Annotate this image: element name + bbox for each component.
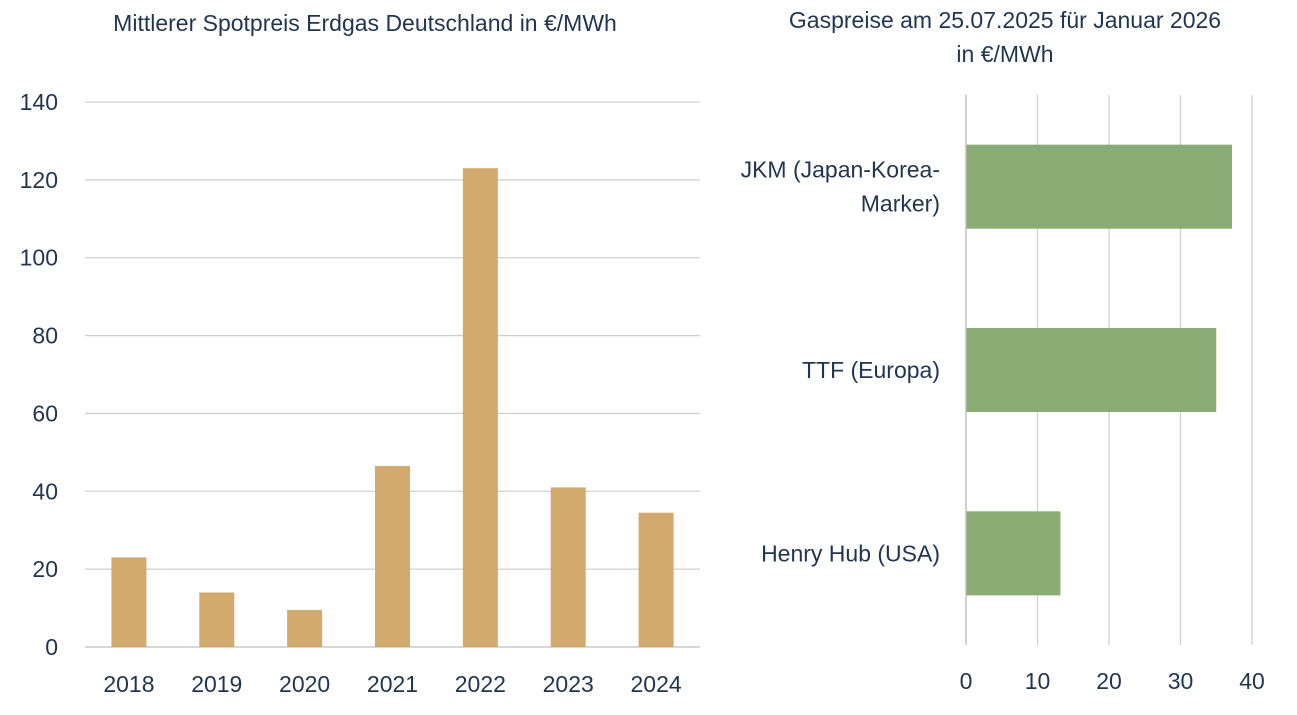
- left-chart-panel: Mittlerer Spotpreis Erdgas Deutschland i…: [20, 10, 700, 697]
- y-category-label: TTF (Europa): [802, 357, 940, 383]
- left-chart-title: Mittlerer Spotpreis Erdgas Deutschland i…: [113, 10, 617, 36]
- y-tick-label: 40: [32, 478, 58, 504]
- x-tick-label: 20: [1096, 668, 1122, 694]
- bar-2019: [199, 592, 235, 647]
- spotpreis-bar-chart: 0 20 40 60 80 100 120 140 2018 2019 2020 2021 2022 20…: [20, 89, 700, 697]
- x-tick-label: 0: [960, 668, 973, 694]
- bar-TTF (Europa): [966, 328, 1217, 412]
- right-chart-panel: Gaspreise am 25.07.2025 für Januar 2026 …: [720, 0, 1297, 715]
- x-tick-label: 2023: [543, 671, 594, 697]
- x-tick-label: 2024: [630, 671, 681, 697]
- right-chart-title: Gaspreise am 25.07.2025 für Januar 2026 …: [788, 7, 1222, 67]
- y-category-label: JKM (Japan-Korea-: [741, 157, 940, 183]
- x-tick-label: 10: [1025, 668, 1051, 694]
- bar-2023: [550, 487, 586, 647]
- y-tick-label: 80: [32, 323, 58, 349]
- y-tick-label: 60: [32, 400, 58, 426]
- x-tick-label: 2021: [367, 671, 418, 697]
- bar-Henry Hub (USA): [966, 511, 1061, 596]
- y-tick-label: 120: [20, 167, 58, 193]
- bar-2022: [462, 168, 498, 647]
- bar-2020: [287, 610, 323, 647]
- bar-JKM (Japan-Korea-Marker): [966, 144, 1232, 229]
- x-tick-label: 2022: [455, 671, 506, 697]
- y-tick-label: 20: [32, 556, 58, 582]
- x-tick-label: 2018: [103, 671, 154, 697]
- x-tick-label: 30: [1168, 668, 1194, 694]
- gaspreise-horizontal-bar-chart: 0 10 20 30 40 JKM (Japan-Korea- Marker) TTF (Eu…: [741, 95, 1265, 694]
- bar-2018: [111, 557, 147, 647]
- y-category-label: Henry Hub (USA): [761, 540, 940, 566]
- y-category-label: Marker): [861, 191, 940, 217]
- y-tick-label: 100: [20, 245, 58, 271]
- y-tick-label: 140: [20, 89, 58, 115]
- x-tick-label: 2019: [191, 671, 242, 697]
- y-tick-label: 0: [45, 634, 58, 660]
- bar-2021: [375, 465, 410, 647]
- x-tick-label: 40: [1239, 668, 1265, 694]
- x-tick-label: 2020: [279, 671, 330, 697]
- bar-2024: [638, 512, 674, 647]
